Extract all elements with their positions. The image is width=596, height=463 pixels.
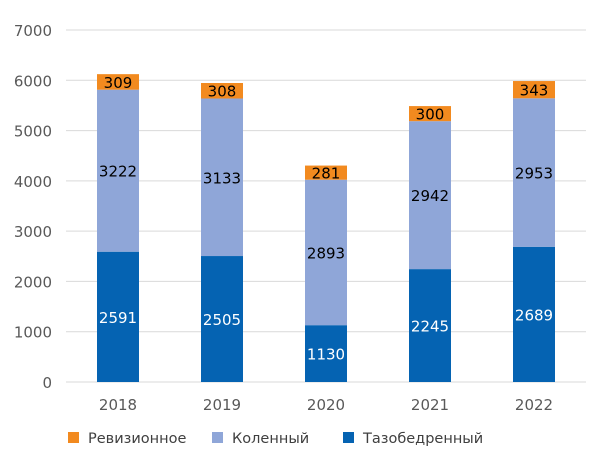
bar-segment bbox=[305, 179, 347, 326]
data-labels: 2591 3222 309 2505 3133 308 1130 2893 281 2245 294… bbox=[99, 74, 553, 364]
data-label: 2505 bbox=[203, 311, 241, 329]
bar-segment bbox=[513, 246, 555, 382]
legend-label: Тазобедренный bbox=[362, 431, 483, 447]
bar-segment bbox=[409, 106, 451, 122]
x-tick-label: 2019 bbox=[203, 396, 241, 414]
y-tick-label: 7000 bbox=[14, 22, 52, 40]
legend: Ревизионное Коленный Тазобедренный bbox=[68, 431, 483, 447]
legend-swatch bbox=[68, 432, 79, 443]
bar-segment bbox=[201, 256, 243, 382]
y-tick-label: 6000 bbox=[14, 72, 52, 90]
data-label: 2893 bbox=[307, 244, 345, 262]
data-label: 309 bbox=[104, 74, 133, 92]
bars bbox=[97, 74, 555, 382]
y-tick-label: 4000 bbox=[14, 173, 52, 191]
data-label: 1130 bbox=[307, 346, 345, 364]
bar-segment bbox=[97, 251, 139, 382]
data-label: 2591 bbox=[99, 309, 137, 327]
data-label: 281 bbox=[312, 165, 341, 183]
data-label: 2953 bbox=[515, 165, 553, 183]
bar-segment bbox=[409, 121, 451, 270]
y-tick-label: 1000 bbox=[14, 324, 52, 342]
y-tick-label: 0 bbox=[42, 374, 52, 392]
data-label: 300 bbox=[416, 106, 445, 124]
y-tick-label: 5000 bbox=[14, 123, 52, 141]
data-label: 343 bbox=[520, 82, 549, 100]
bar-segment bbox=[513, 98, 555, 247]
data-label: 2689 bbox=[515, 306, 553, 324]
bar-segment bbox=[201, 98, 243, 257]
bar-segment bbox=[97, 74, 139, 90]
legend-label: Ревизионное bbox=[88, 431, 186, 447]
y-tick-label: 3000 bbox=[14, 223, 52, 241]
x-tick-label: 2022 bbox=[515, 396, 553, 414]
bar-segment bbox=[305, 165, 347, 180]
bar-segment bbox=[305, 325, 347, 382]
legend-swatch bbox=[343, 432, 354, 443]
bar-segment bbox=[409, 269, 451, 382]
legend-label: Коленный bbox=[232, 431, 309, 447]
bar-segment bbox=[97, 89, 139, 252]
x-tick-label: 2021 bbox=[411, 396, 449, 414]
x-axis-ticks: 2018 2019 2020 2021 2022 bbox=[99, 396, 553, 414]
data-label: 2942 bbox=[411, 187, 449, 205]
bar-segment bbox=[513, 81, 555, 99]
data-label: 2245 bbox=[411, 318, 449, 336]
x-tick-label: 2018 bbox=[99, 396, 137, 414]
y-tick-label: 2000 bbox=[14, 273, 52, 291]
data-label: 308 bbox=[208, 83, 237, 101]
bar-segment bbox=[201, 83, 243, 99]
legend-swatch bbox=[212, 432, 223, 443]
x-tick-label: 2020 bbox=[307, 396, 345, 414]
data-label: 3222 bbox=[99, 163, 137, 181]
y-axis-ticks: 0 1000 2000 3000 4000 5000 6000 7000 bbox=[14, 22, 52, 392]
data-label: 3133 bbox=[203, 169, 241, 187]
